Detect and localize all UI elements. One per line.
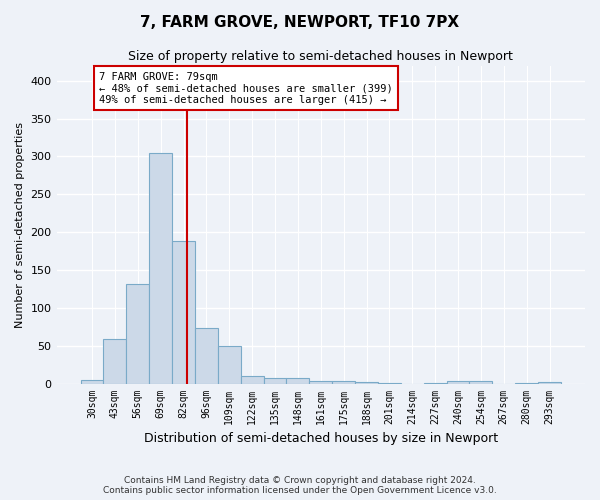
Bar — [103, 339, 127, 384]
Bar — [424, 383, 446, 384]
Bar — [149, 152, 172, 384]
Bar — [172, 241, 195, 384]
Bar — [538, 382, 561, 384]
Bar — [446, 382, 469, 384]
Bar — [286, 378, 310, 384]
Bar — [332, 382, 355, 384]
Bar — [469, 382, 493, 384]
Text: Contains HM Land Registry data © Crown copyright and database right 2024.
Contai: Contains HM Land Registry data © Crown c… — [103, 476, 497, 495]
Y-axis label: Number of semi-detached properties: Number of semi-detached properties — [15, 122, 25, 328]
Bar — [127, 284, 149, 384]
Bar — [310, 380, 332, 384]
Bar — [195, 328, 218, 384]
Title: Size of property relative to semi-detached houses in Newport: Size of property relative to semi-detach… — [128, 50, 513, 63]
Text: 7 FARM GROVE: 79sqm
← 48% of semi-detached houses are smaller (399)
49% of semi-: 7 FARM GROVE: 79sqm ← 48% of semi-detach… — [99, 72, 392, 105]
Bar — [263, 378, 286, 384]
Text: 7, FARM GROVE, NEWPORT, TF10 7PX: 7, FARM GROVE, NEWPORT, TF10 7PX — [140, 15, 460, 30]
Bar — [515, 383, 538, 384]
Bar — [241, 376, 263, 384]
Bar — [355, 382, 378, 384]
Bar — [378, 383, 401, 384]
Bar — [80, 380, 103, 384]
Bar — [218, 346, 241, 384]
X-axis label: Distribution of semi-detached houses by size in Newport: Distribution of semi-detached houses by … — [144, 432, 498, 445]
